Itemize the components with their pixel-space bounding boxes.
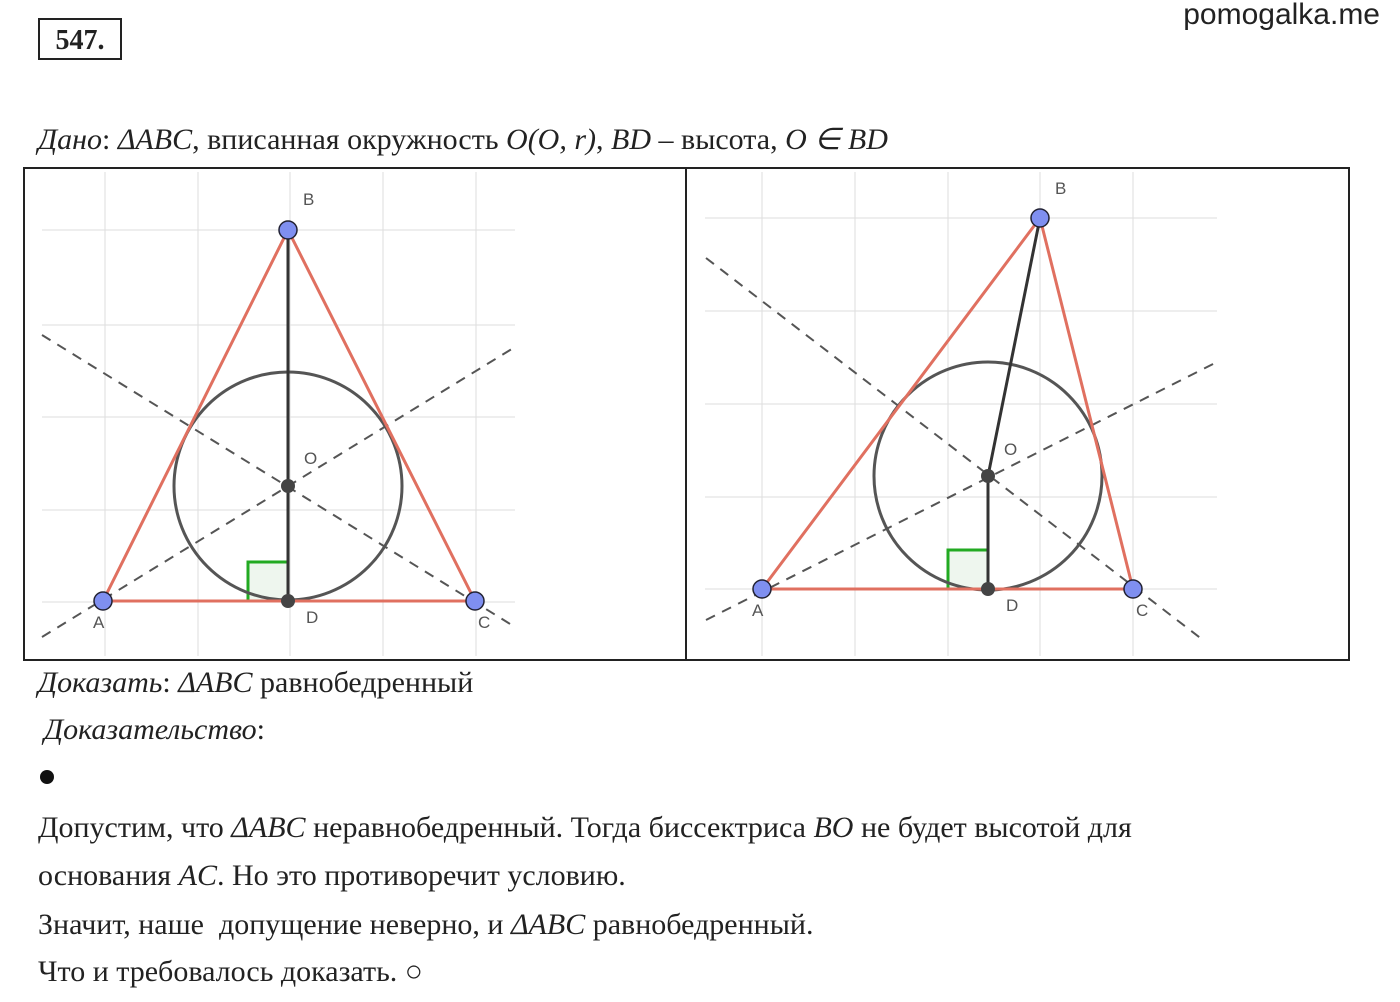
site-name: pomogalka.me — [1183, 0, 1380, 31]
bisector — [705, 361, 1218, 621]
vertex — [752, 579, 772, 599]
bisector — [41, 346, 516, 638]
text-segment: Допустим, что — [38, 811, 232, 844]
point-label: D — [1006, 596, 1018, 615]
text-segment: ΔABC — [178, 666, 253, 699]
text-segment: AC — [178, 859, 217, 892]
bisector — [705, 257, 1204, 641]
text-segment: , вписанная окружность — [192, 123, 507, 156]
text-segment: основания — [38, 859, 179, 892]
figure-frame — [685, 167, 1350, 661]
text-segment: BO — [813, 811, 854, 844]
point-label: O — [304, 449, 317, 468]
text-segment: не будет высотой для — [853, 811, 1132, 844]
point-label: C — [1136, 601, 1148, 620]
text-segment: . Но это противоречит условию. — [216, 859, 626, 892]
problem-number: 547. — [38, 18, 122, 60]
point — [981, 582, 995, 596]
text-segment: Доказать — [38, 666, 163, 699]
text-segment: ΔABC — [510, 908, 586, 941]
point-label: O — [1004, 440, 1017, 459]
point-label: A — [752, 601, 764, 620]
text-segment: O ∈ BD — [785, 123, 888, 156]
vertex — [278, 220, 298, 240]
bisector — [41, 334, 516, 628]
proof-line: основания AC. Но это противоречит услови… — [38, 858, 626, 894]
point-label: B — [1055, 179, 1066, 198]
text-segment: O(O, r) — [506, 123, 597, 156]
point — [981, 469, 995, 483]
proof-line: Значит, наше допущение неверно, и ΔABC р… — [38, 907, 813, 943]
given: Дано: ΔABC, вписанная окружность O(O, r)… — [38, 122, 888, 158]
point-label: B — [303, 190, 314, 209]
right-angle — [946, 548, 990, 591]
text-segment: BD — [611, 123, 652, 156]
bullet — [40, 770, 54, 784]
proof-line: Что и требовалось доказать. ○ — [38, 954, 423, 990]
point — [281, 479, 295, 493]
vertex — [93, 591, 113, 611]
text-segment: : — [162, 666, 179, 699]
triangle — [759, 214, 1135, 591]
text-segment: : — [256, 713, 265, 746]
text-segment: Доказательство — [44, 713, 257, 746]
figures: A B C O D A B C O D — [23, 167, 1350, 661]
text-segment: Что и требовалось доказать. ○ — [38, 955, 423, 988]
text-segment: : — [101, 123, 118, 156]
text-segment: Значит, наше допущение неверно, и — [38, 908, 511, 941]
point-label: A — [93, 613, 105, 632]
figure: A B C O D — [41, 172, 516, 656]
text-segment: неравнобедренный. Тогда биссектриса — [305, 811, 814, 844]
text-segment: , — [596, 123, 612, 156]
vertex — [1030, 208, 1050, 228]
text-segment: Дано — [38, 123, 102, 156]
proof-line: Допустим, что ΔABC неравнобедренный. Тог… — [38, 810, 1132, 846]
proof-heading: Доказательство: — [44, 712, 265, 748]
prove: Доказать: ΔABC равнобедренный — [38, 665, 473, 701]
text-segment: – высота, — [651, 123, 786, 156]
point-label: D — [306, 608, 318, 627]
text-segment: равнобедренный — [252, 666, 474, 699]
vertex — [465, 591, 485, 611]
vertex — [1123, 579, 1143, 599]
point-label: C — [478, 613, 490, 632]
text-segment: ΔABC — [231, 811, 306, 844]
text-segment: равнобедренный. — [585, 908, 814, 941]
right-angle — [246, 560, 290, 603]
figure: A B C O D — [705, 172, 1218, 656]
point — [281, 594, 295, 608]
text-segment: ΔABC — [117, 123, 193, 156]
